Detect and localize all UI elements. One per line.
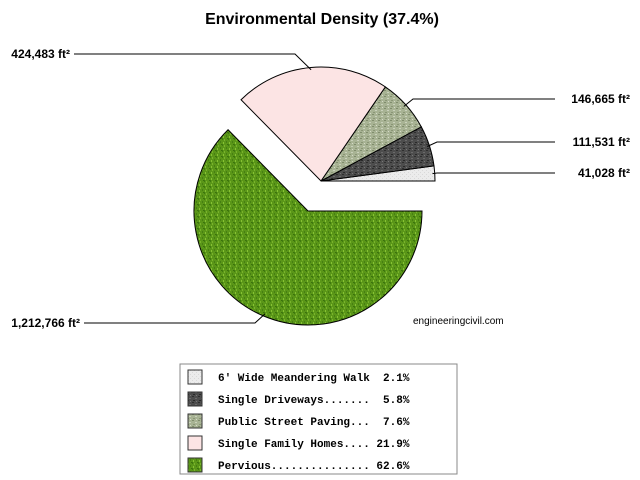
- slice-value-label: 424,483 ft²: [11, 47, 70, 61]
- leader-line: [427, 141, 555, 147]
- legend-swatch: [187, 435, 203, 451]
- slice-value-label: 146,665 ft²: [571, 92, 630, 106]
- legend-label: Single Driveways....... 5.8%: [218, 395, 410, 407]
- slice-value-label: 41,028 ft²: [578, 166, 630, 180]
- legend-label: 6' Wide Meandering Walk 2.1%: [218, 373, 410, 385]
- pie-slice-pervious: [193, 129, 423, 326]
- legend-swatch: [187, 413, 203, 429]
- legend-label: Single Family Homes.... 21.9%: [218, 439, 410, 451]
- leader-line: [432, 172, 555, 175]
- leader-line: [84, 313, 266, 324]
- legend-swatch: [187, 391, 203, 407]
- pie-slice-single-family-homes: [240, 66, 387, 182]
- leader-line: [74, 53, 312, 71]
- legend-frame: [179, 363, 458, 475]
- watermark-text: engineeringcivil.com: [413, 316, 504, 327]
- leader-line: [403, 98, 555, 107]
- legend-label: Pervious............... 62.6%: [218, 461, 410, 473]
- legend-swatch: [187, 369, 203, 385]
- slice-value-label: 1,212,766 ft²: [11, 316, 80, 330]
- legend-label: Public Street Paving... 7.6%: [218, 417, 410, 429]
- chart-title: Environmental Density (37.4%): [205, 11, 439, 28]
- legend-swatch: [187, 457, 203, 473]
- legend: 6' Wide Meandering Walk 2.1% Single Drive…: [179, 363, 458, 475]
- slice-value-label: 111,531 ft²: [573, 135, 630, 149]
